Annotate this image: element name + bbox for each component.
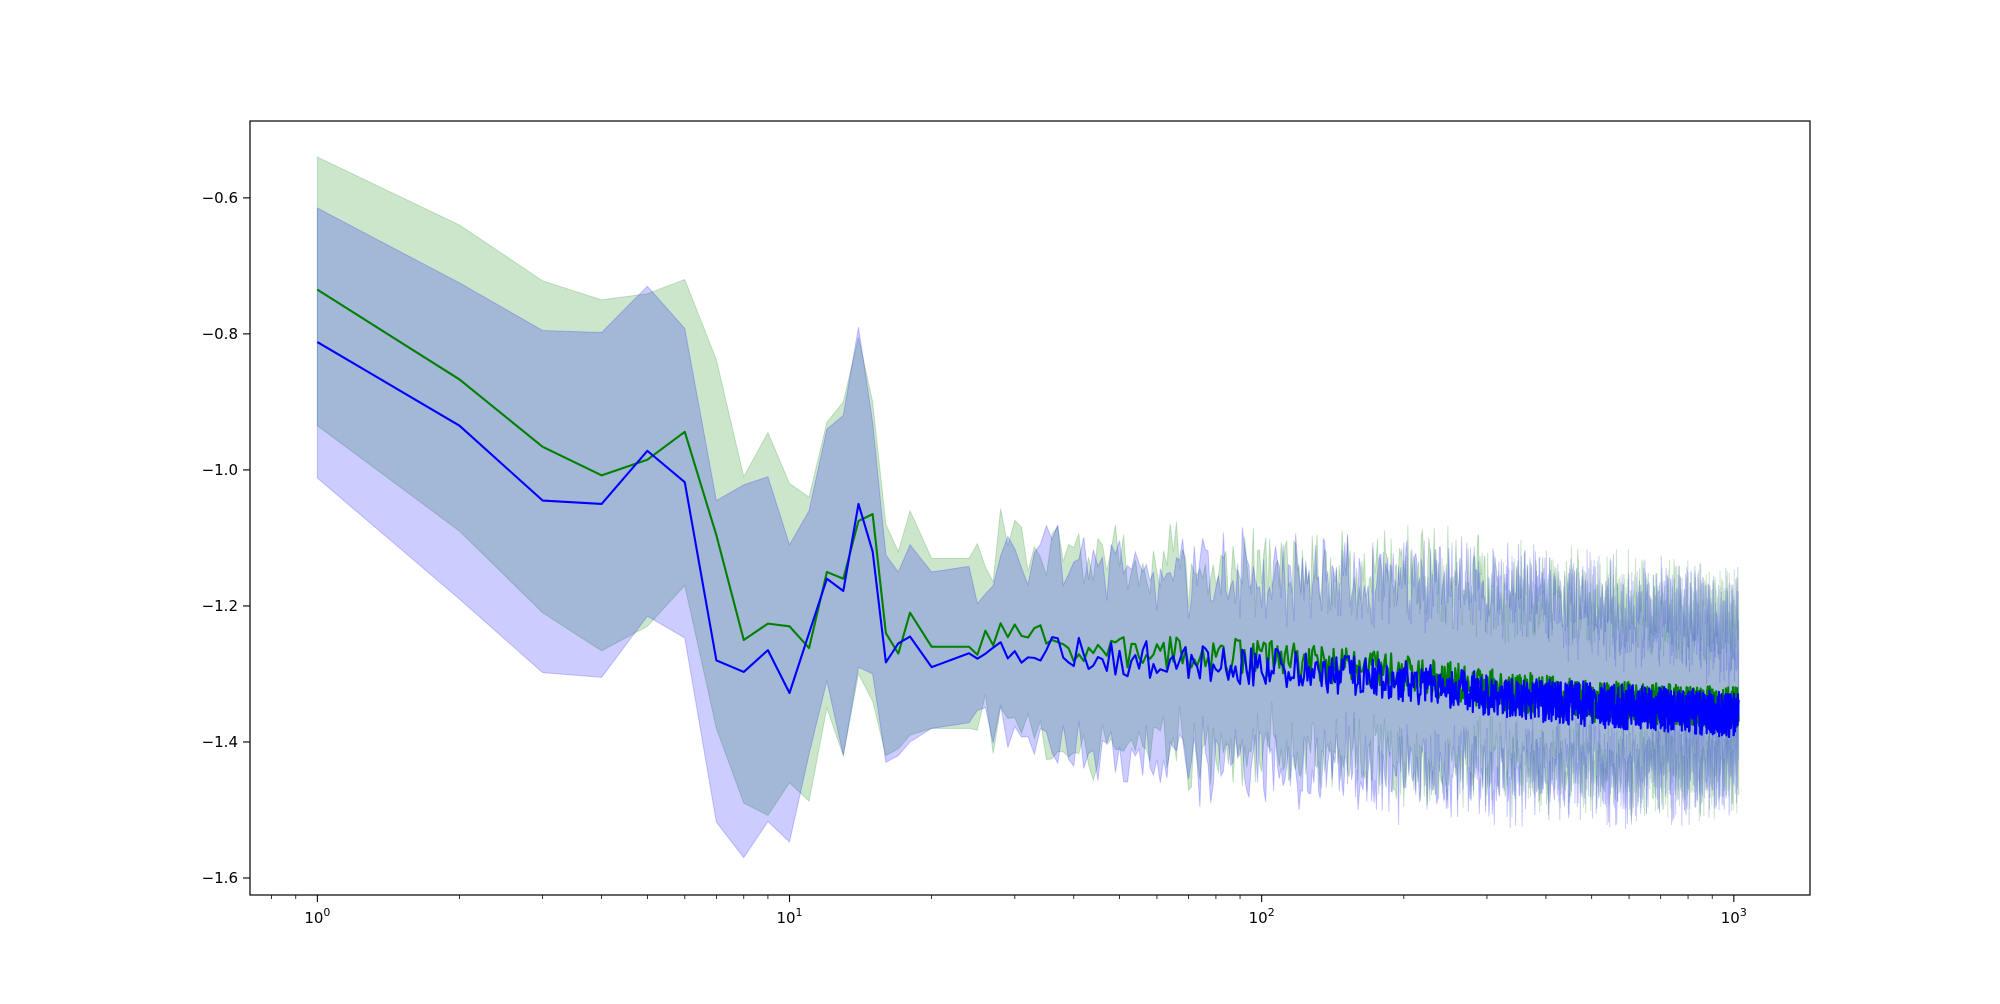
y-tick-label: −1.6 — [202, 869, 238, 887]
series-0-band — [316, 156, 1740, 822]
lines-layer — [316, 288, 1740, 739]
y-axis: −0.6 −0.8 −1.0 −1.2 −1.4 −1.6 — [202, 189, 250, 887]
y-tick-label: −1.0 — [202, 461, 238, 479]
y-tick-label: −1.4 — [202, 733, 238, 751]
y-tick-label: −0.8 — [202, 325, 238, 343]
x-tick-label: 100 — [304, 906, 330, 927]
y-tick-label: −0.6 — [202, 189, 238, 207]
series-1-line — [316, 341, 1740, 739]
x-tick-label: 103 — [1721, 906, 1747, 927]
x-tick-label: 102 — [1249, 906, 1275, 927]
x-axis: 100 101 102 103 — [271, 895, 1747, 927]
x-tick-label: 101 — [776, 906, 802, 927]
y-tick-label: −1.2 — [202, 597, 238, 615]
plot-frame — [249, 120, 1811, 896]
